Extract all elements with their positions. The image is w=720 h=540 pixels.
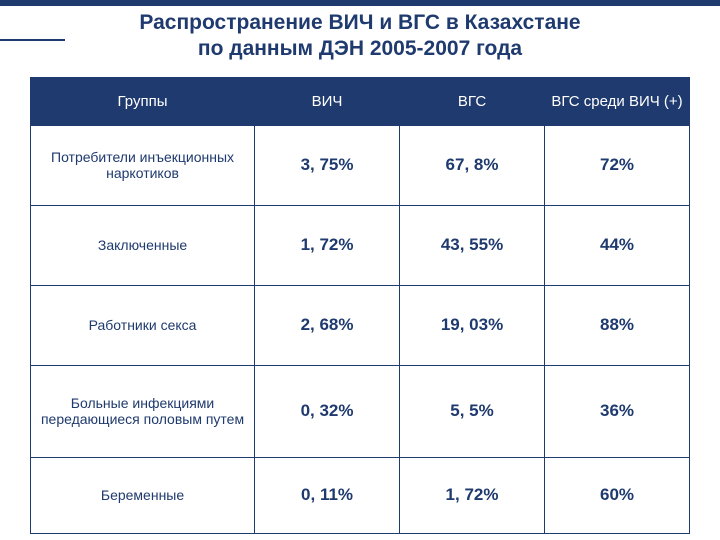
header-row: Группы ВИЧ ВГС ВГС среди ВИЧ (+) bbox=[31, 77, 690, 125]
row-value: 43, 55% bbox=[400, 205, 545, 285]
row-label: Больные инфекциями передающиеся половым … bbox=[31, 365, 255, 457]
title-line1: Распространение ВИЧ и ВГС в Казахстане bbox=[60, 10, 660, 36]
row-value: 0, 32% bbox=[255, 365, 400, 457]
row-value: 1, 72% bbox=[400, 457, 545, 533]
row-label: Беременные bbox=[31, 457, 255, 533]
row-value: 88% bbox=[545, 285, 690, 365]
row-value: 1, 72% bbox=[255, 205, 400, 285]
row-value: 72% bbox=[545, 125, 690, 205]
table-row: Потребители инъекционных наркотиков3, 75… bbox=[31, 125, 690, 205]
table-container: Группы ВИЧ ВГС ВГС среди ВИЧ (+) Потреби… bbox=[0, 77, 720, 534]
row-value: 2, 68% bbox=[255, 285, 400, 365]
table-body: Потребители инъекционных наркотиков3, 75… bbox=[31, 125, 690, 533]
title-section: Распространение ВИЧ и ВГС в Казахстане п… bbox=[0, 0, 720, 71]
col-header-groups: Группы bbox=[31, 77, 255, 125]
row-value: 60% bbox=[545, 457, 690, 533]
row-value: 44% bbox=[545, 205, 690, 285]
data-table: Группы ВИЧ ВГС ВГС среди ВИЧ (+) Потреби… bbox=[30, 77, 690, 534]
row-value: 0, 11% bbox=[255, 457, 400, 533]
row-label: Работники секса bbox=[31, 285, 255, 365]
table-row: Заключенные1, 72%43, 55%44% bbox=[31, 205, 690, 285]
row-value: 5, 5% bbox=[400, 365, 545, 457]
col-header-hiv: ВИЧ bbox=[255, 77, 400, 125]
table-row: Больные инфекциями передающиеся половым … bbox=[31, 365, 690, 457]
title-line2: по данным ДЭН 2005-2007 года bbox=[60, 36, 660, 62]
title-rule-left bbox=[0, 39, 65, 41]
row-label: Заключенные bbox=[31, 205, 255, 285]
col-header-hcv-among-hiv: ВГС среди ВИЧ (+) bbox=[545, 77, 690, 125]
row-value: 67, 8% bbox=[400, 125, 545, 205]
row-label: Потребители инъекционных наркотиков bbox=[31, 125, 255, 205]
table-row: Работники секса2, 68%19, 03%88% bbox=[31, 285, 690, 365]
row-value: 19, 03% bbox=[400, 285, 545, 365]
row-value: 3, 75% bbox=[255, 125, 400, 205]
row-value: 36% bbox=[545, 365, 690, 457]
col-header-hcv: ВГС bbox=[400, 77, 545, 125]
table-row: Беременные0, 11%1, 72%60% bbox=[31, 457, 690, 533]
